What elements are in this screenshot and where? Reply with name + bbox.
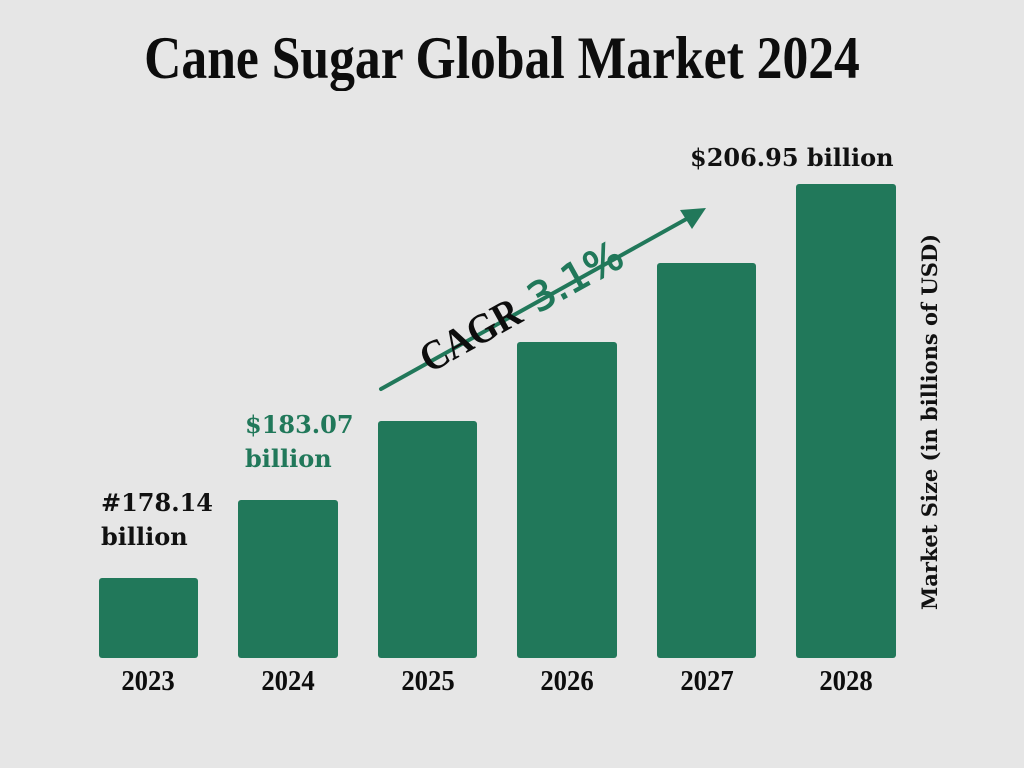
- bar-2027: [657, 263, 756, 658]
- y-axis-label: Market Size (in billions of USD): [917, 233, 942, 611]
- bar-2025: [378, 421, 477, 658]
- cagr-value: 3.1%: [520, 232, 632, 323]
- chart-title: Cane Sugar Global Market 2024: [144, 25, 860, 91]
- x-tick-2024: 2024: [261, 665, 315, 697]
- value-label-2028: $206.95 billion: [690, 143, 894, 172]
- bar-2024: [238, 500, 338, 658]
- value-label-2024-amount: $183.07: [245, 410, 354, 439]
- bar-2023: [99, 578, 198, 658]
- value-label-2023-unit: billion: [101, 522, 188, 551]
- x-tick-2026: 2026: [540, 665, 594, 697]
- x-tick-2028: 2028: [819, 665, 873, 697]
- bar-2026: [517, 342, 617, 658]
- cagr-label: CAGR: [412, 289, 530, 383]
- value-label-2024: $183.07 billion: [245, 408, 354, 476]
- value-label-2024-unit: billion: [245, 444, 332, 473]
- value-label-2023-amount: #178.14: [101, 488, 213, 517]
- x-tick-2025: 2025: [401, 665, 455, 697]
- bar-2028: [796, 184, 896, 658]
- x-tick-2027: 2027: [680, 665, 734, 697]
- x-tick-2023: 2023: [121, 665, 175, 697]
- value-label-2023: #178.14 billion: [101, 486, 213, 554]
